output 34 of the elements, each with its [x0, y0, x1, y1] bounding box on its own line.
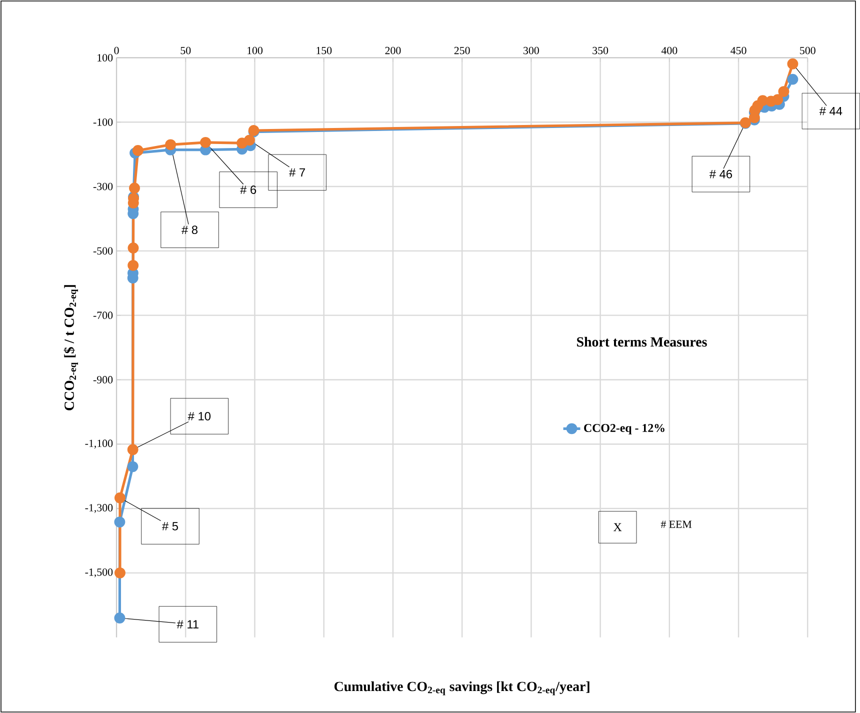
annotation: # 10 — [188, 412, 211, 420]
x-tick-label: 300 — [524, 46, 539, 54]
x-tick-label: 50 — [180, 46, 191, 54]
x-tick-label: 0 — [114, 46, 119, 54]
y-tick-label: -100 — [93, 118, 113, 126]
x-tick-label: 200 — [385, 46, 401, 54]
x-tick-label: 350 — [592, 46, 608, 54]
y-tick-label: 100 — [98, 54, 113, 62]
legend-label: CCO2-eq - 12% — [584, 424, 664, 434]
y-tick-label: -1,300 — [85, 504, 113, 513]
annotation: # 11 — [176, 620, 198, 628]
y-tick-label: -1,100 — [85, 440, 113, 449]
annotation: # 5 — [162, 522, 178, 530]
annotation: # 6 — [240, 186, 256, 194]
x-tick-label: 250 — [454, 46, 470, 54]
annotation: # 44 — [819, 106, 842, 116]
x-tick-label: 450 — [730, 46, 746, 54]
y-tick-label: -700 — [93, 312, 113, 320]
x-tick-label: 500 — [800, 46, 816, 54]
annotation: # 7 — [289, 168, 305, 177]
x-tick-label: 100 — [248, 46, 263, 54]
y-tick-label: -300 — [93, 182, 113, 190]
annotation: X — [614, 523, 622, 532]
x-tick-label: 150 — [316, 46, 332, 54]
annotation: # 46 — [709, 170, 732, 178]
x-axis-title: Cumulative CO$_{2-eq}$ savings [kt CO$_{2-eq}$/year] — [334, 681, 590, 696]
x-tick-label: 400 — [661, 46, 678, 54]
y-axis-title: CCO$_{2-eq}$ [$ / t CO$_{2-eq}$] — [64, 285, 78, 410]
y-tick-label: -900 — [93, 376, 113, 384]
annotation: # EEM — [660, 520, 692, 528]
text: Short terms Measures — [577, 336, 707, 347]
y-tick-label: -1,500 — [85, 568, 113, 578]
y-tick-label: -500 — [93, 247, 113, 255]
annotation: # 8 — [182, 226, 198, 234]
